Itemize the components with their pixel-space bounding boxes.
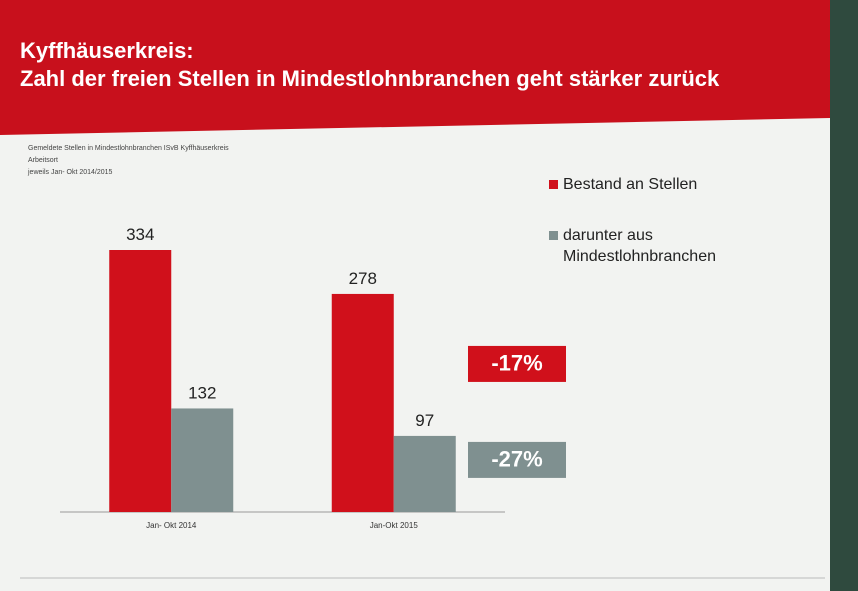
- legend-label: darunter aus Mindestlohnbranchen: [563, 227, 716, 265]
- annotation-box: [468, 441, 566, 478]
- bar: [393, 435, 456, 512]
- data-label: 334: [126, 225, 154, 244]
- subtitle: Gemeldete Stellen in Mindestlohnbranchen…: [28, 145, 229, 152]
- legend-swatch: [549, 180, 558, 189]
- bar: [331, 293, 394, 512]
- annotation-box: [468, 345, 566, 382]
- header-band: [0, 0, 830, 135]
- data-label: 278: [349, 269, 377, 288]
- subtitle: jeweils Jan- Okt 2014/2015: [27, 169, 113, 176]
- bar: [109, 250, 172, 512]
- subtitle: Arbeitsort: [28, 157, 58, 164]
- legend-label: Bestand an Stellen: [563, 176, 698, 193]
- data-label: 97: [415, 411, 434, 430]
- legend-swatch: [549, 231, 558, 240]
- chart-title: Kyffhäuserkreis:: [20, 38, 194, 63]
- x-tick-label: Jan- Okt 2014: [146, 521, 197, 530]
- annotation: -17%: [491, 351, 542, 376]
- background: [830, 0, 858, 591]
- data-label: 132: [188, 383, 216, 402]
- x-tick-label: Jan-Okt 2015: [370, 521, 419, 530]
- chart-title: Zahl der freien Stellen in Mindestlohnbr…: [20, 66, 720, 91]
- annotation: -27%: [491, 447, 542, 472]
- bar: [171, 408, 234, 512]
